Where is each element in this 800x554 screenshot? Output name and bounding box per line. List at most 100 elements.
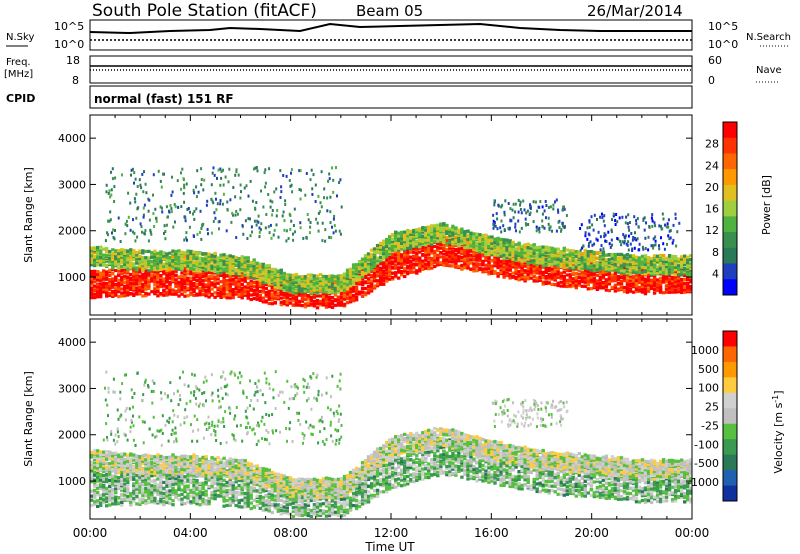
power-cell <box>424 250 428 255</box>
power-cell <box>454 259 458 263</box>
power-cell <box>580 280 584 284</box>
power-cell <box>487 267 491 271</box>
power-cell <box>189 249 193 253</box>
power-cell <box>562 251 566 255</box>
power-cell <box>195 282 199 286</box>
power-cell <box>120 259 124 263</box>
power-cell <box>427 256 431 260</box>
power-cell <box>445 252 449 257</box>
power-cell <box>385 237 389 242</box>
power-cell <box>595 264 600 268</box>
power-cell <box>171 270 175 274</box>
power-cell <box>315 284 320 288</box>
power-cell <box>228 258 232 262</box>
power-cell <box>514 250 518 254</box>
power-cell <box>273 300 277 305</box>
power-cell <box>595 279 600 283</box>
power-cell <box>366 291 371 295</box>
power-cell <box>430 228 434 232</box>
power-cell <box>168 282 172 286</box>
power-cell <box>330 296 335 300</box>
power-cell <box>481 261 485 266</box>
power-cell <box>556 257 560 262</box>
power-cell <box>363 293 368 297</box>
power-cell <box>571 260 575 264</box>
power-cell <box>556 247 560 251</box>
power-cell <box>625 271 630 275</box>
power-cell <box>382 253 386 257</box>
power-cell <box>306 279 311 283</box>
power-cell <box>490 241 494 245</box>
power-cell <box>270 298 274 302</box>
power-cell <box>147 272 151 276</box>
power-cell <box>282 279 286 283</box>
power-cell <box>583 284 587 288</box>
power-cell <box>252 274 256 278</box>
power-cell <box>592 276 597 281</box>
power-cell <box>153 260 157 264</box>
power-cell <box>520 266 524 270</box>
power-cell <box>580 266 584 270</box>
power-cell <box>369 255 374 259</box>
power-cell <box>96 275 100 279</box>
power-cell <box>673 284 678 289</box>
power-cell <box>99 275 103 279</box>
power-cell <box>279 300 283 304</box>
power-cell <box>547 249 551 253</box>
power-cell <box>439 222 443 226</box>
power-cell <box>514 268 518 272</box>
power-cell <box>261 285 265 289</box>
power-cell <box>388 263 392 267</box>
power-cell <box>243 287 247 291</box>
power-cell <box>140 225 143 229</box>
power-cell <box>559 271 563 275</box>
power-cell <box>162 268 166 272</box>
power-cell <box>680 261 684 266</box>
power-cell <box>123 254 127 258</box>
power-cell <box>321 274 326 279</box>
power-cell <box>243 285 247 289</box>
power-cell <box>123 294 127 298</box>
power-cell <box>309 279 314 283</box>
power-cell <box>637 281 642 285</box>
power-cell <box>469 231 473 235</box>
power-cell <box>309 302 314 306</box>
power-cell <box>135 192 138 196</box>
power-cell <box>532 279 536 283</box>
power-cell <box>550 267 554 271</box>
power-cell <box>415 247 419 251</box>
power-cell <box>334 229 337 233</box>
power-cell <box>553 269 557 273</box>
power-cell <box>165 275 169 279</box>
freq-tick-high: 18 <box>66 54 80 67</box>
power-cell <box>439 236 443 240</box>
power-cell <box>379 271 383 275</box>
power-cell <box>292 238 295 242</box>
power-cell <box>111 293 115 297</box>
power-cell <box>604 272 609 276</box>
power-cell <box>686 255 690 259</box>
power-cell <box>664 260 669 264</box>
power-cell <box>625 280 630 284</box>
power-cell <box>309 273 314 277</box>
power-cell <box>619 256 624 260</box>
power-cell <box>481 233 485 238</box>
power-cell <box>421 267 425 271</box>
power-cell <box>366 267 371 271</box>
power-cell <box>622 276 627 280</box>
power-cell <box>240 290 244 294</box>
power-cell <box>683 271 687 275</box>
power-cell <box>472 232 476 236</box>
power-cell <box>285 287 289 291</box>
power-cell <box>282 283 286 287</box>
power-cell <box>159 267 163 271</box>
power-cell <box>683 278 687 282</box>
power-cell <box>165 259 169 263</box>
power-cell <box>460 267 464 271</box>
power-cell <box>655 265 660 269</box>
power-cell <box>231 264 235 268</box>
power-cell <box>234 258 238 262</box>
power-cell <box>138 274 142 278</box>
power-cell <box>105 281 109 286</box>
power-cell <box>683 282 687 286</box>
